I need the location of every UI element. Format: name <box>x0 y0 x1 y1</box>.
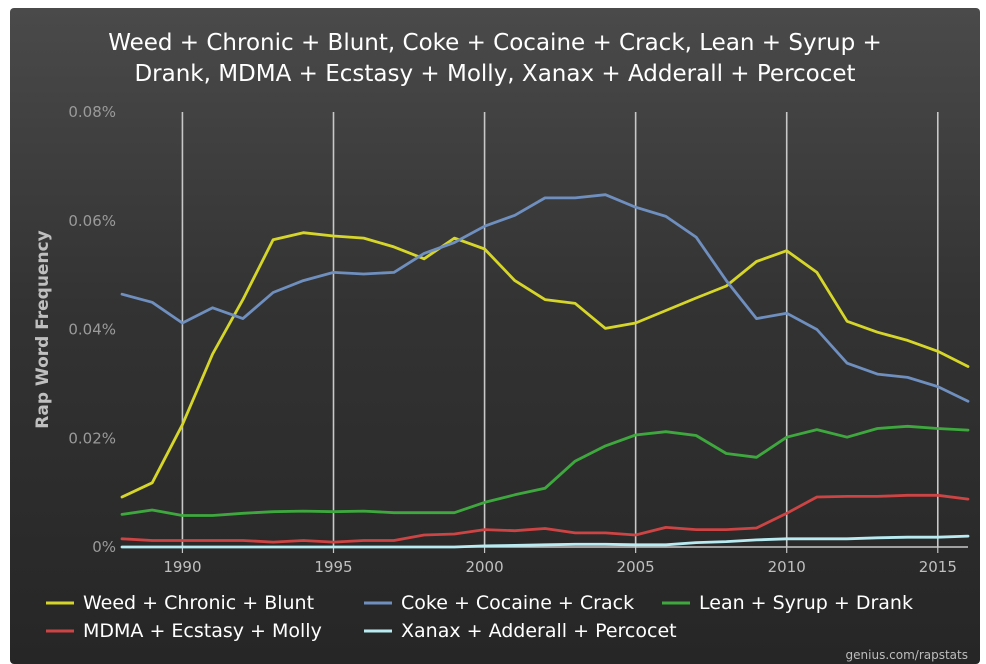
legend-item[interactable]: Xanax + Adderall + Percocet <box>364 620 677 642</box>
legend-label: Weed + Chronic + Blunt <box>83 592 314 614</box>
series-line <box>120 534 970 549</box>
y-tick-label: 0.08% <box>68 103 116 121</box>
legend-label: Xanax + Adderall + Percocet <box>401 620 677 642</box>
source-credit: genius.com/rapstats <box>845 648 968 662</box>
y-tick-label: 0.04% <box>68 321 116 339</box>
y-tick-label: 0% <box>92 538 116 556</box>
series-line <box>120 231 970 499</box>
legend-label: MDMA + Ecstasy + Molly <box>83 620 322 642</box>
chart-title-line-1: Weed + Chronic + Blunt, Coke + Cocaine +… <box>108 30 882 56</box>
chart-title-line-2: Drank, MDMA + Ecstasy + Molly, Xanax + A… <box>134 61 856 87</box>
x-tick-label: 2005 <box>617 558 655 576</box>
legend-item[interactable]: Coke + Cocaine + Crack <box>364 592 634 614</box>
x-tick-label: 2000 <box>465 558 503 576</box>
legend-label: Coke + Cocaine + Crack <box>401 592 634 614</box>
x-tick-label: 2010 <box>768 558 806 576</box>
chart-title: Weed + Chronic + Blunt, Coke + Cocaine +… <box>10 28 980 90</box>
chart-svg: 1990 1995 2000 2005 2010 2015 0% 0.02% 0.04% 0.06… <box>33 103 970 642</box>
legend-item[interactable]: MDMA + Ecstasy + Molly <box>46 620 322 642</box>
legend-item[interactable]: Weed + Chronic + Blunt <box>46 592 314 614</box>
legend-item[interactable]: Lean + Syrup + Drank <box>662 592 913 614</box>
x-tick-label: 1990 <box>163 558 201 576</box>
legend-label: Lean + Syrup + Drank <box>699 592 913 614</box>
x-tick-label: 1995 <box>314 558 352 576</box>
y-tick-label: 0.06% <box>68 212 116 230</box>
y-tick-label: 0.02% <box>68 429 116 447</box>
series-line <box>120 493 970 544</box>
series-line <box>120 424 970 517</box>
legend[interactable]: Weed + Chronic + Blunt Coke + Cocaine + C… <box>46 592 913 642</box>
x-tick-label: 2015 <box>919 558 957 576</box>
chart-panel: 1990 1995 2000 2005 2010 2015 0% 0.02% 0.04% 0.06… <box>10 8 980 664</box>
y-axis-label: Rap Word Frequency <box>33 230 53 428</box>
axis-layer: 1990 1995 2000 2005 2010 2015 0% 0.02% 0.04% 0.06… <box>33 103 968 576</box>
series-line <box>120 193 970 403</box>
series-layer <box>120 193 970 549</box>
grid-layer <box>181 112 939 547</box>
